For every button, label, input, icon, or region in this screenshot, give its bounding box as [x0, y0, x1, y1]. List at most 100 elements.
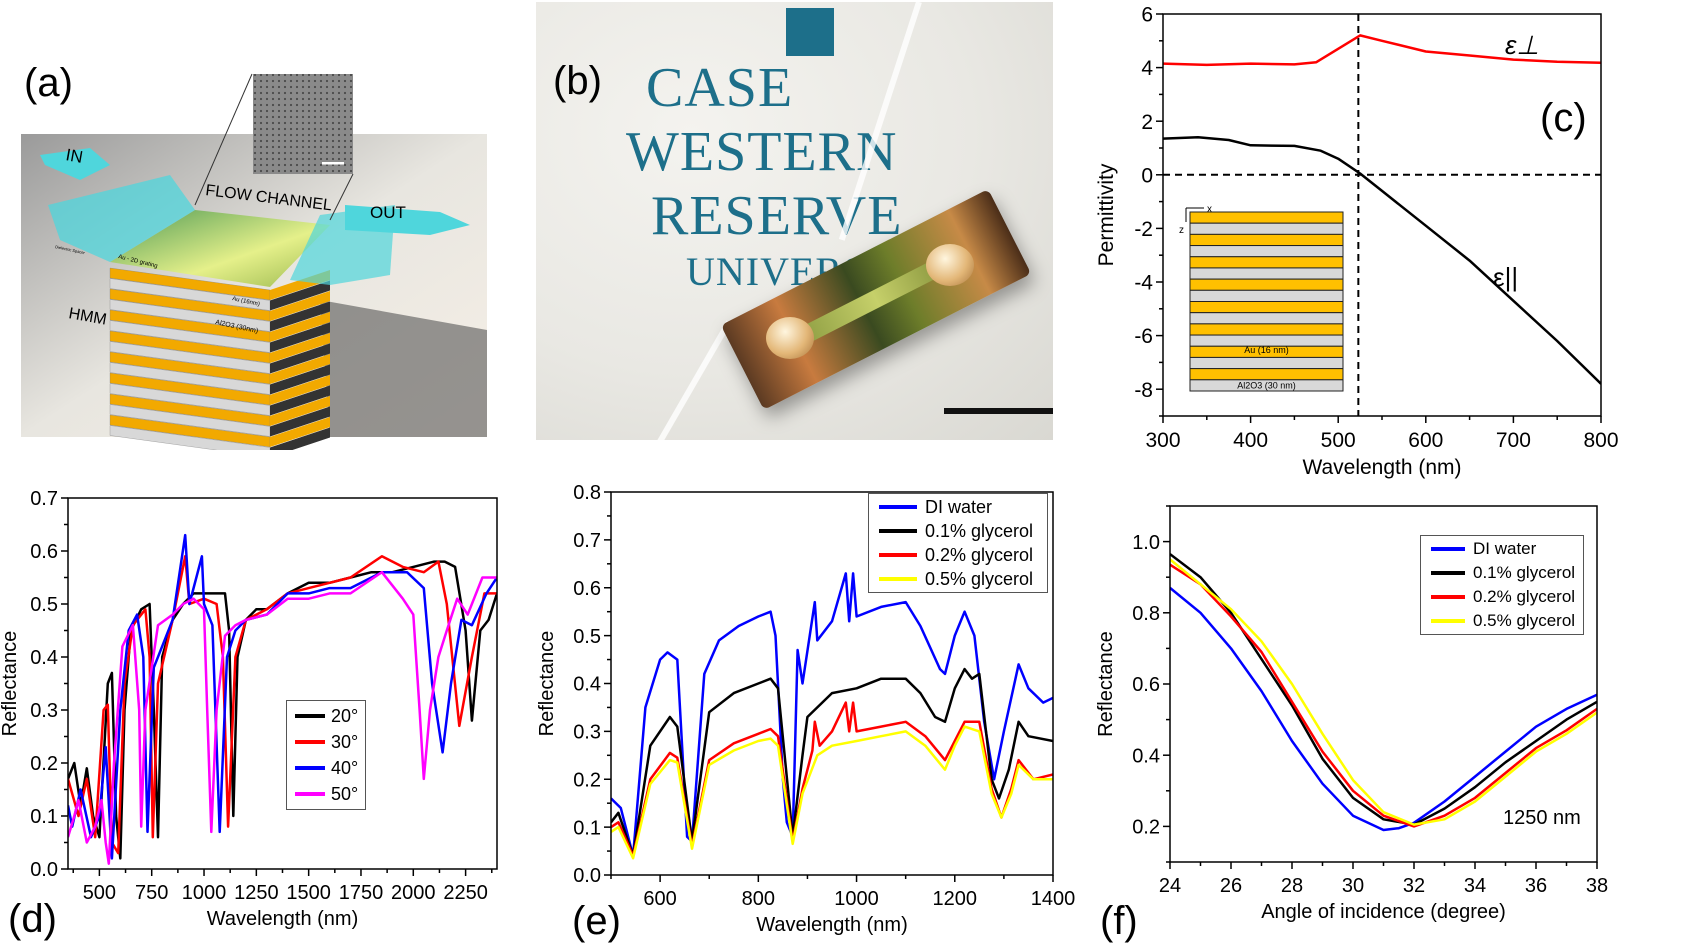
x-tick-label: 38: [1586, 875, 1608, 897]
panel-label-c: (c): [1540, 96, 1587, 140]
series-line-ε⊥: [1163, 34, 1601, 67]
legend-item: 0.1% glycerol: [869, 519, 1047, 543]
hmm-side-layer: [270, 301, 330, 332]
x-tick-label: 1200: [933, 888, 978, 910]
legend-label: 0.1% glycerol: [1473, 563, 1576, 582]
scale-bar: [944, 408, 1053, 414]
x-tick-label: 32: [1403, 875, 1425, 897]
y-tick-label: 2: [1141, 111, 1153, 134]
au-layer: [1189, 211, 1344, 224]
x-tick-label: 1250: [234, 882, 279, 904]
hmm-side-layer: [270, 343, 330, 374]
al2o3-layer: [1189, 356, 1344, 370]
y-tick-label: 0.2: [573, 769, 601, 791]
panel-label-d: (d): [8, 897, 57, 941]
legend-swatch: [879, 529, 917, 533]
hmm-side-layer: [270, 406, 330, 437]
legend-swatch: [295, 740, 325, 744]
logo-line: CASE: [646, 57, 794, 119]
legend-swatch: [879, 577, 917, 581]
y-tick-label: 0.5: [573, 626, 601, 648]
x-tick-label: 800: [1583, 429, 1618, 452]
y-tick-label: 0.6: [573, 578, 601, 600]
y-tick-label: 0.4: [30, 647, 58, 669]
inset-x-label: x: [1207, 204, 1212, 215]
legend-item: 30°: [287, 729, 365, 755]
y-tick-label: 0.8: [573, 482, 601, 504]
panel-label-b: (b): [553, 59, 602, 103]
au-layer: [1189, 368, 1344, 381]
y-tick-label: -6: [1134, 325, 1153, 348]
series-line-ε||: [1163, 136, 1601, 385]
legend-label: 30°: [331, 732, 359, 752]
legend-item: 0.1% glycerol: [1421, 561, 1583, 585]
panel-label-e: (e): [572, 899, 621, 943]
x-tick-label: 600: [643, 888, 676, 910]
hmm-side-layer: [270, 375, 330, 405]
x-tick-label: 24: [1159, 875, 1181, 897]
x-axis-label: Angle of incidence (degree): [1261, 901, 1506, 923]
al2o3-layer: [1189, 289, 1344, 302]
legend-f: DI water 0.1% glycerol 0.2% glycerol 0.5% g…: [1420, 535, 1584, 635]
series-line-DI water: [1170, 586, 1597, 832]
x-tick-label: 36: [1525, 875, 1547, 897]
annotation-eps-par: ε||: [1493, 262, 1519, 292]
legend-label: DI water: [925, 497, 993, 517]
droplet: [926, 244, 974, 286]
legend-label: 0.5% glycerol: [1473, 611, 1576, 630]
series-line-20°: [68, 560, 497, 860]
hmm-layer: [109, 425, 271, 450]
au-layer: [1189, 233, 1344, 247]
x-axis-label: Wavelength (nm): [756, 914, 908, 936]
plot-frame: [67, 497, 498, 870]
x-tick-label: 600: [1408, 429, 1443, 452]
y-tick-label: 0: [1141, 164, 1153, 187]
y-tick-label: -8: [1134, 379, 1153, 402]
x-tick-label: 2250: [443, 882, 488, 904]
hmm-side-layer: [270, 364, 330, 395]
hmm-side-layer: [270, 427, 330, 450]
series-line-0.1% glycerol: [611, 667, 1053, 858]
legend-swatch: [879, 505, 917, 509]
legend-item: 0.5% glycerol: [869, 567, 1047, 591]
label-out: OUT: [370, 203, 406, 222]
droplet: [766, 317, 814, 359]
legend-item: 0.2% glycerol: [1421, 585, 1583, 609]
inset-au-label: Au (16 nm): [1244, 345, 1289, 355]
legend-item: 50°: [287, 781, 365, 807]
panel-label-a: (a): [24, 61, 73, 105]
x-axis-label: Wavelength (nm): [1302, 456, 1461, 479]
x-tick-label: 500: [1321, 429, 1356, 452]
inset-al2o3-label: Al2O3 (30 nm): [1237, 380, 1296, 390]
legend-swatch: [295, 766, 325, 770]
au-layer: [1189, 278, 1344, 291]
logo-line: WESTERN: [626, 121, 898, 183]
chart-d: 500 750 1000 1250 1500 1750 2000 2250 0.0 0.1 0.2 0…: [0, 488, 498, 930]
x-tick-label: 30: [1342, 875, 1364, 897]
multilayer-inset: Au (16 nm) Al2O3 (30 nm) x z: [1179, 204, 1344, 392]
legend-item: DI water: [1421, 537, 1583, 561]
y-tick-label: 1.0: [1132, 532, 1160, 554]
x-tick-label: 400: [1233, 429, 1268, 452]
legend-item: DI water: [869, 495, 1047, 519]
y-tick-label: 0.0: [573, 865, 601, 887]
hmm-side-layer: [270, 396, 330, 426]
legend-item: 0.2% glycerol: [869, 543, 1047, 567]
al2o3-layer: [1189, 245, 1344, 258]
label-hmm: HMM: [67, 305, 108, 328]
hmm-side-layer: [270, 312, 330, 342]
legend-swatch: [879, 553, 917, 557]
chart-c: 300 400 500 600 700 800 -8 -6 -4 -2 0 2 4 6 Wavelength…: [1095, 4, 1619, 479]
legend-e: DI water 0.1% glycerol 0.2% glycerol 0.5% g…: [868, 493, 1048, 593]
plot-frame: [1162, 13, 1602, 417]
x-tick-label: 1500: [286, 882, 331, 904]
hmm-side-layer: [270, 333, 330, 363]
y-tick-label: -2: [1134, 218, 1153, 241]
annotation-eps-perp: ε⊥: [1505, 30, 1540, 60]
x-tick-label: 700: [1496, 429, 1531, 452]
x-tick-label: 26: [1220, 875, 1242, 897]
y-axis-label: Permittivity: [1095, 163, 1118, 266]
legend-swatch: [1431, 619, 1465, 623]
legend-swatch: [295, 792, 325, 796]
label-dielectric-spacer: Dielectric Spacer: [55, 244, 86, 255]
